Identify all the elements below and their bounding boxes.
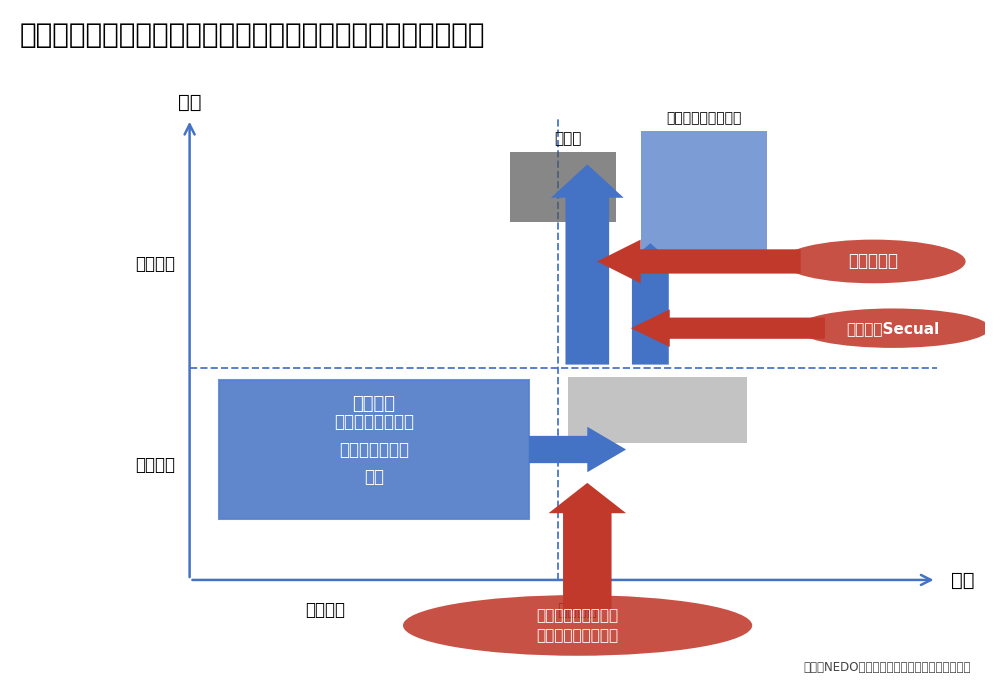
Text: 大日本印刷: 大日本印刷 xyxy=(848,253,898,271)
Text: 既存技術: 既存技術 xyxy=(305,601,345,619)
Ellipse shape xyxy=(403,595,752,656)
Text: 株式会社Secual: 株式会社Secual xyxy=(846,320,939,336)
Polygon shape xyxy=(597,239,801,283)
FancyBboxPatch shape xyxy=(510,152,616,222)
Polygon shape xyxy=(551,165,624,365)
Text: 出所）NEDOオープンイノベーション白書等参照: 出所）NEDOオープンイノベーション白書等参照 xyxy=(803,661,970,674)
Text: 積水化学のオープンイノベーションを活用した事業開発の事例: 積水化学のオープンイノベーションを活用した事業開発の事例 xyxy=(20,21,486,48)
FancyBboxPatch shape xyxy=(641,131,767,253)
Polygon shape xyxy=(529,427,626,472)
Polygon shape xyxy=(548,483,626,610)
Text: 樹脂フィルム技術
ラミネート技術
など: 樹脂フィルム技術 ラミネート技術 など xyxy=(334,412,414,486)
Text: 既存顧客: 既存顧客 xyxy=(135,455,175,474)
Text: 顧客: 顧客 xyxy=(178,93,201,111)
Polygon shape xyxy=(631,309,825,347)
Ellipse shape xyxy=(781,239,966,283)
FancyBboxPatch shape xyxy=(568,376,747,444)
Text: 新規顧客: 新規顧客 xyxy=(135,255,175,273)
Text: デジタルサイネージ: デジタルサイネージ xyxy=(666,111,741,125)
Text: 技術: 技術 xyxy=(951,570,975,590)
FancyBboxPatch shape xyxy=(219,380,529,519)
Polygon shape xyxy=(619,244,682,365)
Text: 新規技術: 新規技術 xyxy=(558,601,598,619)
Text: コア技術: コア技術 xyxy=(352,395,395,413)
Text: センサ: センサ xyxy=(554,131,582,146)
Text: 産業技術総合研究所
セラミック成膜技術: 産業技術総合研究所 セラミック成膜技術 xyxy=(537,608,619,643)
Ellipse shape xyxy=(796,309,990,348)
